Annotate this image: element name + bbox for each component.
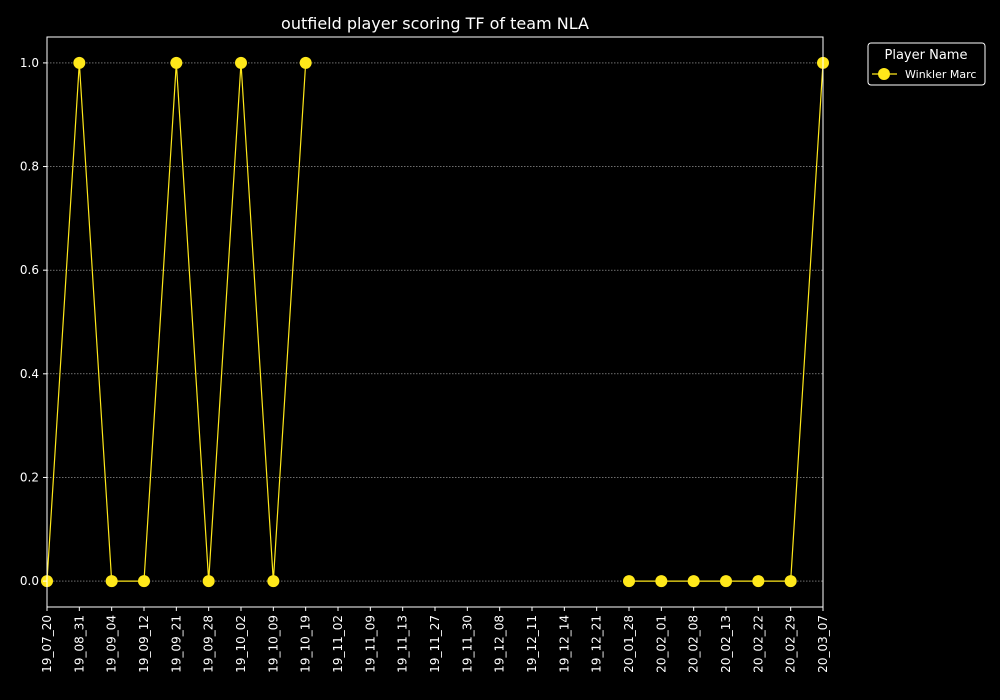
y-tick-label: 0.0: [20, 574, 39, 588]
x-tick-label: 20_03_07: [816, 615, 830, 673]
x-tick-label: 19_10_02: [234, 615, 248, 673]
data-point: [170, 56, 183, 69]
x-tick-label: 19_12_08: [493, 615, 507, 673]
data-point: [752, 575, 765, 588]
x-tick-label: 19_12_21: [590, 615, 604, 673]
data-point: [299, 56, 312, 69]
x-tick-label: 20_02_08: [687, 615, 701, 673]
x-tick-label: 19_10_19: [299, 615, 313, 673]
series-line: [46, 62, 307, 582]
x-tick-label: 19_09_21: [169, 615, 183, 673]
x-tick-label: 19_10_09: [266, 615, 280, 673]
grid: [47, 62, 823, 582]
x-tick-label: 20_02_01: [654, 615, 668, 673]
y-axis: 0.0 0.2 0.4 0.6 0.8 1.0: [20, 56, 47, 588]
x-tick-label: 19_09_28: [202, 615, 216, 673]
y-tick-label: 0.2: [20, 470, 39, 484]
data-point: [267, 575, 280, 588]
legend-label: Winkler Marc: [905, 68, 976, 81]
legend-marker-sample: [878, 68, 890, 80]
x-tick-label: 19_11_13: [396, 615, 410, 673]
x-tick-label: 20_02_22: [751, 615, 765, 673]
x-tick-label: 19_12_14: [557, 615, 571, 673]
data-point: [655, 575, 668, 588]
data-point: [720, 575, 732, 588]
x-tick-label: 19_12_11: [525, 615, 539, 673]
x-tick-label: 20_02_13: [719, 615, 733, 673]
y-tick-label: 1.0: [20, 56, 39, 70]
x-tick-label: 19_08_31: [72, 615, 86, 673]
x-tick-label: 19_11_02: [331, 615, 345, 673]
legend-title: Player Name: [885, 48, 968, 63]
series-line: [629, 62, 824, 582]
x-tick-label: 19_09_12: [137, 615, 151, 673]
chart-title: outfield player scoring TF of team NLA: [281, 14, 589, 33]
x-tick-label: 19_11_27: [428, 615, 442, 673]
data-point: [235, 56, 247, 69]
x-axis: 19_07_20 19_08_31 19_09_04 19_09_12 19_09_21…: [40, 607, 830, 673]
x-tick-label: 19_09_04: [105, 615, 119, 673]
y-tick-label: 0.6: [20, 263, 39, 277]
x-tick-label: 19_11_30: [460, 615, 474, 673]
legend-box: [867, 42, 986, 86]
data-point: [105, 575, 118, 588]
x-tick-label: 20_01_28: [622, 615, 636, 673]
data-point: [73, 56, 86, 69]
series-layer: [41, 56, 829, 588]
x-tick-label: 19_11_09: [363, 615, 377, 673]
data-point: [687, 575, 700, 588]
legend: Player Name Winkler Marc: [867, 42, 986, 86]
y-tick-label: 0.4: [20, 367, 39, 381]
data-point: [623, 575, 635, 588]
plot-frame: [46, 36, 824, 608]
data-point: [784, 575, 797, 588]
y-tick-label: 0.8: [20, 160, 39, 174]
data-point: [202, 575, 215, 588]
x-tick-label: 20_02_29: [784, 615, 798, 673]
data-point: [138, 575, 150, 588]
x-tick-label: 19_07_20: [40, 615, 54, 673]
